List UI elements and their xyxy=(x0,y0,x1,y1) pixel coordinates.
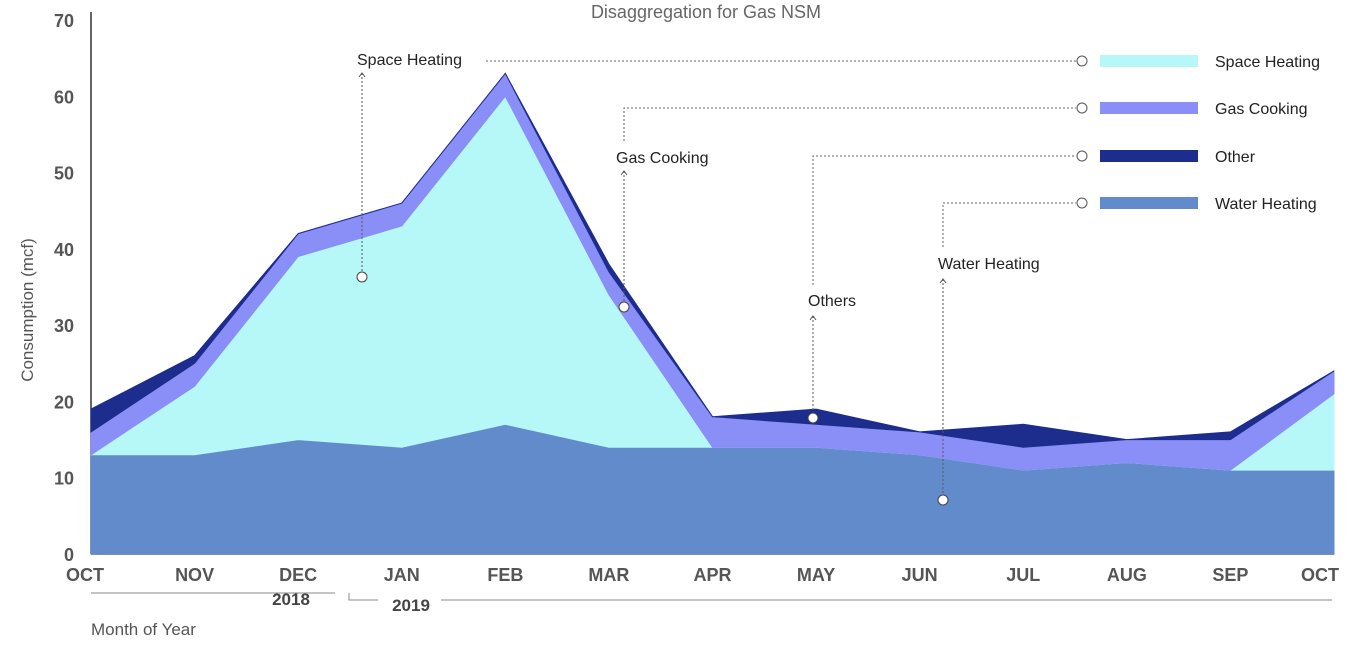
annotation-label-water-heating: Water Heating xyxy=(938,256,1040,273)
legend-connector-dot xyxy=(1076,197,1088,209)
year-label-2018: 2018 xyxy=(272,590,310,609)
axes: 0 10 20 30 40 50 60 70 Consumption (mcf) OCT NOV DE… xyxy=(18,11,1339,639)
legend: Space Heating Gas Cooking Other Water Heati… xyxy=(1076,54,1320,213)
legend-connector-dot xyxy=(1076,150,1088,162)
x-axis-title: Month of Year xyxy=(91,620,196,639)
x-tick-label: AUG xyxy=(1107,565,1147,585)
y-tick-label: 10 xyxy=(54,469,74,489)
legend-connector-dot xyxy=(1076,102,1088,114)
annotation-dot xyxy=(618,301,630,313)
x-tick-label: JUL xyxy=(1006,565,1040,585)
x-tick-label: NOV xyxy=(175,565,214,585)
y-tick-label: 20 xyxy=(54,392,74,412)
area-other xyxy=(90,72,1335,448)
y-axis-title: Consumption (mcf) xyxy=(18,238,37,382)
annotation-dot xyxy=(356,271,368,283)
legend-label-space-heating: Space Heating xyxy=(1215,54,1320,71)
y-tick-label: 40 xyxy=(54,240,74,260)
annotation-dot xyxy=(807,412,819,424)
legend-label-water-heating: Water Heating xyxy=(1215,196,1317,213)
y-tick-label: 0 xyxy=(64,545,74,565)
x-tick-label: MAY xyxy=(797,565,835,585)
annotation-arrowhead xyxy=(620,170,628,176)
legend-label-other: Other xyxy=(1215,149,1256,166)
annotation-connector xyxy=(812,155,1076,285)
legend-label-gas-cooking: Gas Cooking xyxy=(1215,101,1308,118)
annotation-label-others: Others xyxy=(808,293,856,310)
y-tick-label: 60 xyxy=(54,87,74,107)
annotation-arrowhead xyxy=(809,315,817,321)
x-tick-label: SEP xyxy=(1212,565,1248,585)
x-tick-label: MAR xyxy=(588,565,629,585)
x-tick-label: JUN xyxy=(902,565,938,585)
y-tick-label: 70 xyxy=(54,11,74,31)
annotations: Space Heating Gas Cooking Others Water Heat… xyxy=(356,52,1076,506)
year-bracket-2019 xyxy=(348,593,1332,601)
legend-swatch-gas-cooking xyxy=(1100,102,1198,114)
annotation-arrowhead xyxy=(358,72,366,78)
year-label-2019: 2019 xyxy=(392,596,430,615)
areas xyxy=(89,72,1335,555)
x-tick-label: OCT xyxy=(66,565,104,585)
chart-title: Disaggregation for Gas NSM xyxy=(591,2,821,22)
legend-swatch-space-heating xyxy=(1100,55,1198,67)
legend-swatch-water-heating xyxy=(1100,197,1198,209)
x-tick-label: FEB xyxy=(487,565,523,585)
annotation-label-gas-cooking: Gas Cooking xyxy=(616,150,709,167)
annotation-dot xyxy=(937,494,949,506)
annotation-connector xyxy=(623,107,1076,141)
legend-swatch-other xyxy=(1100,150,1198,162)
x-tick-label: OCT xyxy=(1301,565,1339,585)
legend-connector-dot xyxy=(1076,55,1088,67)
annotation-label-space-heating: Space Heating xyxy=(357,52,462,69)
y-tick-label: 30 xyxy=(54,316,74,336)
y-tick-label: 50 xyxy=(54,164,74,184)
annotation-arrowhead xyxy=(939,278,947,284)
labels: Disaggregation for Gas NSM xyxy=(591,2,821,22)
x-tick-label: JAN xyxy=(384,565,420,585)
x-tick-label: DEC xyxy=(279,565,317,585)
annotation-connector xyxy=(942,202,1076,247)
x-tick-label: APR xyxy=(693,565,731,585)
